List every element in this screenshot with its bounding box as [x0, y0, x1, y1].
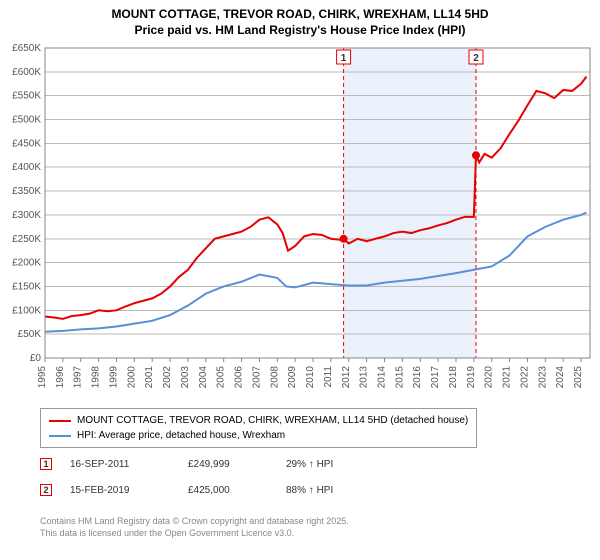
svg-text:2000: 2000	[126, 366, 137, 389]
annotation-date-1: 16-SEP-2011	[70, 459, 170, 470]
legend-item-hpi: HPI: Average price, detached house, Wrex…	[49, 428, 468, 443]
svg-text:£600K: £600K	[12, 67, 41, 78]
svg-text:1: 1	[341, 53, 347, 64]
annotation-pct-2: 88% ↑ HPI	[286, 485, 333, 496]
svg-text:2004: 2004	[198, 366, 209, 389]
svg-text:1996: 1996	[55, 366, 66, 389]
svg-text:2019: 2019	[466, 366, 477, 389]
svg-text:£450K: £450K	[12, 138, 41, 149]
svg-text:£550K: £550K	[12, 91, 41, 102]
annotation-price-2: £425,000	[188, 485, 268, 496]
svg-text:£650K: £650K	[12, 43, 41, 54]
legend-label-hpi: HPI: Average price, detached house, Wrex…	[77, 428, 285, 443]
svg-text:2015: 2015	[394, 366, 405, 389]
svg-text:£0: £0	[30, 353, 42, 364]
annotation-price-1: £249,999	[188, 459, 268, 470]
svg-text:2020: 2020	[484, 366, 495, 389]
svg-text:2013: 2013	[359, 366, 370, 389]
svg-text:£50K: £50K	[18, 329, 42, 340]
svg-text:£400K: £400K	[12, 162, 41, 173]
svg-text:2006: 2006	[234, 366, 245, 389]
svg-text:2021: 2021	[502, 366, 513, 389]
svg-text:1998: 1998	[91, 366, 102, 389]
footnote-line2: This data is licensed under the Open Gov…	[40, 528, 349, 540]
svg-text:2003: 2003	[180, 366, 191, 389]
legend-item-property: MOUNT COTTAGE, TREVOR ROAD, CHIRK, WREXH…	[49, 413, 468, 428]
svg-text:2001: 2001	[144, 366, 155, 389]
svg-text:2: 2	[473, 53, 479, 64]
legend-label-property: MOUNT COTTAGE, TREVOR ROAD, CHIRK, WREXH…	[77, 413, 468, 428]
svg-text:2024: 2024	[555, 366, 566, 389]
annotation-pct-1: 29% ↑ HPI	[286, 459, 333, 470]
svg-text:2012: 2012	[341, 366, 352, 389]
svg-text:2011: 2011	[323, 366, 334, 388]
annotation-date-2: 15-FEB-2019	[70, 485, 170, 496]
svg-text:£250K: £250K	[12, 234, 41, 245]
svg-text:2018: 2018	[448, 366, 459, 389]
svg-text:2009: 2009	[287, 366, 298, 389]
svg-text:£150K: £150K	[12, 281, 41, 292]
svg-text:2010: 2010	[305, 366, 316, 389]
svg-text:£500K: £500K	[12, 115, 41, 126]
legend-swatch-property	[49, 420, 71, 422]
svg-text:£200K: £200K	[12, 258, 41, 269]
svg-text:2023: 2023	[537, 366, 548, 389]
footnote-line1: Contains HM Land Registry data © Crown c…	[40, 516, 349, 528]
svg-text:£350K: £350K	[12, 186, 41, 197]
legend: MOUNT COTTAGE, TREVOR ROAD, CHIRK, WREXH…	[40, 408, 477, 448]
annotation-marker-1: 1	[40, 458, 52, 470]
svg-text:2025: 2025	[573, 366, 584, 389]
chart-svg: £0 £50K £100K £150K £200K £250K £300K £350K £400…	[0, 0, 600, 400]
svg-text:2017: 2017	[430, 366, 441, 389]
annotation-1: 1 16-SEP-2011 £249,999 29% ↑ HPI	[40, 458, 333, 470]
svg-text:1997: 1997	[73, 366, 84, 389]
svg-text:2005: 2005	[216, 366, 227, 389]
svg-text:2002: 2002	[162, 366, 173, 389]
svg-text:2014: 2014	[377, 366, 388, 389]
svg-text:2022: 2022	[519, 366, 530, 389]
svg-text:£300K: £300K	[12, 210, 41, 221]
svg-text:£100K: £100K	[12, 305, 41, 316]
svg-text:1999: 1999	[108, 366, 119, 389]
svg-text:2016: 2016	[412, 366, 423, 389]
svg-text:1995: 1995	[37, 366, 48, 389]
footnote: Contains HM Land Registry data © Crown c…	[40, 516, 349, 539]
svg-text:2007: 2007	[251, 366, 262, 389]
legend-swatch-hpi	[49, 435, 71, 437]
annotation-2: 2 15-FEB-2019 £425,000 88% ↑ HPI	[40, 484, 333, 496]
chart-area: £0 £50K £100K £150K £200K £250K £300K £350K £400…	[0, 0, 600, 400]
svg-text:2008: 2008	[269, 366, 280, 389]
annotation-marker-2: 2	[40, 484, 52, 496]
